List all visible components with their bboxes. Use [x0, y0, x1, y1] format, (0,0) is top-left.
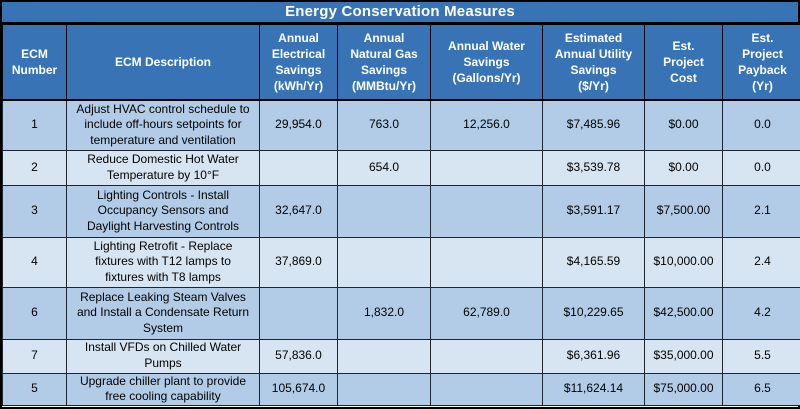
cell-r2-c3	[337, 184, 431, 238]
cell-r0-c1: Adjust HVAC control schedule to include …	[66, 99, 260, 151]
cell-r5-c4	[430, 338, 543, 374]
cell-r1-c2	[259, 149, 338, 186]
cell-r3-c1: Lighting Retrofit - Replace fixtures wit…	[66, 236, 260, 288]
column-header-2: Annual Electrical Savings (kWh/Yr)	[259, 24, 338, 101]
table-row: 4 Lighting Retrofit - Replace fixtures wi…	[2, 236, 800, 288]
cell-r0-c5: $7,485.96	[542, 99, 645, 151]
table-row: 1 Adjust HVAC control schedule to include…	[2, 99, 800, 151]
column-header-6: Est. Project Cost	[644, 24, 723, 101]
cell-r4-c6: $42,500.00	[644, 286, 723, 340]
cell-r3-c6: $10,000.00	[644, 236, 723, 288]
table-row: 6 Replace Leaking Steam Valves and Instal…	[2, 286, 800, 340]
cell-r6-c5: $11,624.14	[542, 372, 645, 406]
cell-r5-c3	[337, 338, 431, 374]
cell-r0-c2: 29,954.0	[259, 99, 338, 151]
cell-r5-c0: 7	[2, 338, 67, 374]
cell-r6-c4	[430, 372, 543, 406]
cell-r5-c2: 57,836.0	[259, 338, 338, 374]
column-header-4: Annual Water Savings (Gallons/Yr)	[430, 24, 543, 101]
cell-r1-c4	[430, 149, 543, 186]
cell-r2-c0: 3	[2, 184, 67, 238]
cell-r4-c4: 62,789.0	[430, 286, 543, 340]
cell-r1-c6: $0.00	[644, 149, 723, 186]
cell-r4-c0: 6	[2, 286, 67, 340]
cell-r6-c3	[337, 372, 431, 406]
cell-r4-c1: Replace Leaking Steam Valves and Install…	[66, 286, 260, 340]
ecm-table: ECM Number ECM Description Annual Electric…	[2, 24, 800, 406]
cell-r6-c7: 6.5	[722, 372, 800, 406]
cell-r0-c7: 0.0	[722, 99, 800, 151]
cell-r6-c0: 5	[2, 372, 67, 406]
cell-r5-c6: $35,000.00	[644, 338, 723, 374]
cell-r1-c5: $3,539.78	[542, 149, 645, 186]
cell-r4-c7: 4.2	[722, 286, 800, 340]
cell-r2-c2: 32,647.0	[259, 184, 338, 238]
cell-r3-c5: $4,165.59	[542, 236, 645, 288]
cell-r3-c4	[430, 236, 543, 288]
cell-r5-c1: Install VFDs on Chilled Water Pumps	[66, 338, 260, 374]
cell-r0-c6: $0.00	[644, 99, 723, 151]
table-body: 1 Adjust HVAC control schedule to include…	[2, 99, 800, 406]
cell-r3-c2: 37,869.0	[259, 236, 338, 288]
cell-r1-c0: 2	[2, 149, 67, 186]
cell-r2-c6: $7,500.00	[644, 184, 723, 238]
column-header-5: Estimated Annual Utility Savings ($/Yr)	[542, 24, 645, 101]
cell-r4-c3: 1,832.0	[337, 286, 431, 340]
cell-r5-c7: 5.5	[722, 338, 800, 374]
cell-r1-c1: Reduce Domestic Hot Water Temperature by…	[66, 149, 260, 186]
cell-r2-c7: 2.1	[722, 184, 800, 238]
cell-r2-c1: Lighting Controls - Install Occupancy Se…	[66, 184, 260, 238]
cell-r3-c7: 2.4	[722, 236, 800, 288]
cell-r1-c7: 0.0	[722, 149, 800, 186]
table-row: 2 Reduce Domestic Hot Water Temperature b…	[2, 149, 800, 186]
table-row: 5 Upgrade chiller plant to provide free c…	[2, 372, 800, 406]
table-title: Energy Conservation Measures	[2, 2, 798, 24]
column-header-7: Est. Project Payback (Yr)	[722, 24, 800, 101]
column-header-3: Annual Natural Gas Savings (MMBtu/Yr)	[337, 24, 431, 101]
cell-r2-c5: $3,591.17	[542, 184, 645, 238]
cell-r6-c6: $75,000.00	[644, 372, 723, 406]
cell-r6-c1: Upgrade chiller plant to provide free co…	[66, 372, 260, 406]
header-row: ECM Number ECM Description Annual Electric…	[2, 24, 800, 101]
cell-r6-c2: 105,674.0	[259, 372, 338, 406]
cell-r4-c5: $10,229.65	[542, 286, 645, 340]
cell-r1-c3: 654.0	[337, 149, 431, 186]
column-header-1: ECM Description	[66, 24, 260, 101]
cell-r2-c4	[430, 184, 543, 238]
cell-r3-c0: 4	[2, 236, 67, 288]
table-row: 7 Install VFDs on Chilled Water Pumps 57,8…	[2, 338, 800, 374]
cell-r4-c2	[259, 286, 338, 340]
cell-r0-c0: 1	[2, 99, 67, 151]
column-header-0: ECM Number	[2, 24, 67, 101]
cell-r0-c4: 12,256.0	[430, 99, 543, 151]
cell-r5-c5: $6,361.96	[542, 338, 645, 374]
cell-r3-c3	[337, 236, 431, 288]
table-header: ECM Number ECM Description Annual Electric…	[2, 24, 800, 101]
table-row: 3 Lighting Controls - Install Occupancy S…	[2, 184, 800, 238]
cell-r0-c3: 763.0	[337, 99, 431, 151]
